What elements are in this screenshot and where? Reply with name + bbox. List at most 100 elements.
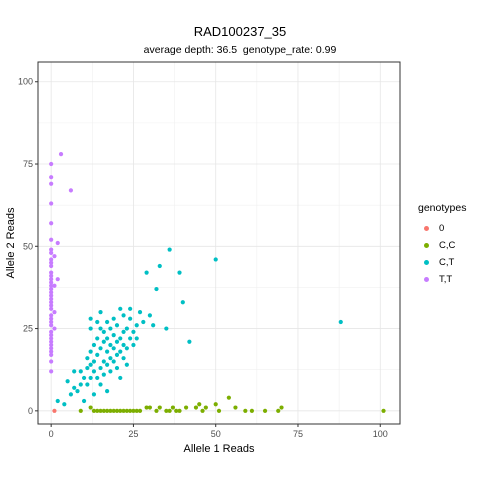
legend-dot [424,277,429,282]
legend-items: 0 C,C C,T T,T [418,220,466,288]
point-tt [52,254,57,259]
point-cc [164,408,169,413]
point-ct [141,319,146,325]
point-ct [114,365,120,371]
point-tt [49,247,54,252]
point-cc [262,408,268,413]
y-tick-label: 25 [23,324,33,334]
point-ct [128,336,133,341]
point-cc [134,408,139,413]
point-ct [98,326,103,331]
point-cc [213,402,218,407]
point-ct [114,323,120,328]
subtitle-depth-value: 36.5 [216,44,238,56]
point-ct [118,336,123,341]
point-ct [91,369,97,374]
x-axis-label: Allele 1 Reads [184,443,255,455]
point-cc [249,408,255,413]
legend-item-0: 0 [418,220,466,237]
point-tt [49,290,54,295]
point-tt [49,349,54,354]
point-tt [49,313,54,318]
point-tt [49,316,54,321]
point-cc [105,408,110,413]
x-tick-label: 100 [373,429,388,439]
point-ct [131,342,136,348]
legend-label: T,T [439,274,453,285]
point-cc [91,408,97,413]
point-ct [128,306,133,311]
point-tt [49,333,54,338]
legend: genotypes 0 C,C C,T T,T [418,202,466,288]
point-tt [49,306,54,311]
point-ct [151,323,156,328]
point-cc [108,408,113,413]
point-tt [49,201,54,206]
plot-border [37,61,401,425]
point-ct [114,339,120,344]
point-ct [88,326,93,331]
point-tt [49,339,54,344]
legend-label: C,C [439,240,456,251]
point-ct [118,349,123,354]
point-ct [154,286,159,292]
point-ct [118,375,123,381]
point-tt [49,260,54,265]
point-ct [114,352,120,357]
point-cc [243,408,248,413]
point-cc [121,408,126,413]
point-cc [276,408,281,413]
y-tick-label: 100 [18,77,33,87]
point-ct [121,329,126,334]
y-axis-label: Allele 2 Reads [5,207,17,278]
point-ct [85,356,90,361]
point-ct [78,382,83,387]
point-tt [49,369,54,374]
point-cc [154,408,159,413]
point-ct [72,385,77,390]
point-ct [187,339,192,344]
legend-item-ct: C,T [418,254,466,271]
point-tt [49,329,54,334]
point-ct [108,342,113,348]
point-tt [49,237,54,242]
point-ct [95,352,100,357]
point-ct [105,362,110,367]
subtitle-depth-label: average depth: [143,44,214,56]
legend-key [418,237,435,254]
point-cc [131,408,136,413]
point-ct [167,247,172,252]
point-tt [49,273,54,279]
point-tt [49,277,54,282]
point-cc [124,408,129,413]
legend-dot [424,226,429,231]
point-ct [88,349,93,354]
point-tt [68,188,74,193]
point-cc [203,405,208,410]
data-points [49,152,386,413]
point-ct [111,316,116,321]
point-tt [52,310,57,315]
legend-label: C,T [439,257,455,268]
point-ct [72,369,77,374]
point-ct [101,359,106,364]
point-cc [177,408,182,413]
point-ct [85,382,90,387]
point-tt [49,221,54,226]
point-ct [91,342,97,348]
y-tick-label: 0 [28,406,33,416]
point-ct [111,333,116,338]
x-tick-label: 75 [293,429,303,439]
legend-key [418,271,435,288]
chart-subtitle: average depth: 36.5 genotype_rate: 0.99 [0,44,480,56]
subtitle-rate-label: genotype_rate: [242,44,313,56]
point-tt [49,359,54,364]
legend-title: genotypes [418,202,467,214]
point-tt [55,277,60,282]
point-tt [49,300,54,305]
point-cc [147,405,152,410]
point-ct [134,323,139,328]
point-tt [49,319,54,325]
point-ct [101,339,106,344]
